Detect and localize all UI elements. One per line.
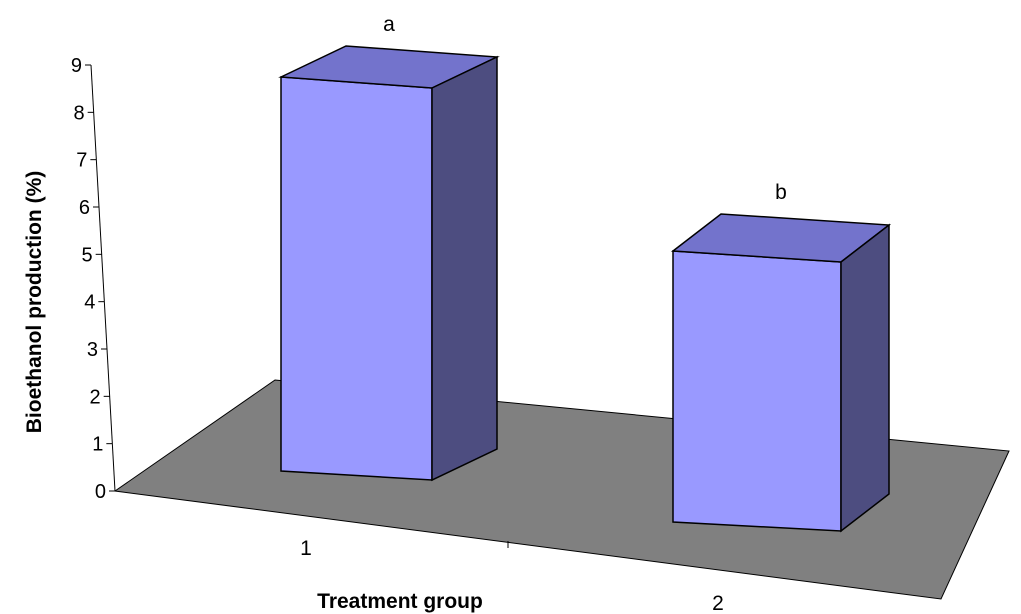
y-axis-title: Bioethanol production (%) xyxy=(23,171,46,433)
bar-annotation-label: a xyxy=(383,13,395,36)
bar-1: a1 xyxy=(278,13,500,560)
y-tick-label: 8 xyxy=(74,102,85,124)
y-axis: 0 1 2 3 4 5 6 7 8 9 xyxy=(71,55,115,503)
y-tick-label: 3 xyxy=(87,339,98,361)
y-tick-label: 5 xyxy=(82,244,93,266)
y-tick-label: 7 xyxy=(76,150,87,172)
bar-front-face xyxy=(280,76,433,481)
bar-side-face xyxy=(840,223,890,533)
y-tick-label: 6 xyxy=(79,197,90,219)
y-tick-label: 4 xyxy=(84,292,95,314)
bar-annotation-label: b xyxy=(775,181,787,204)
x-category-label: 1 xyxy=(300,537,312,560)
y-tick-label: 0 xyxy=(95,481,106,503)
bar-side-face xyxy=(431,55,498,482)
x-axis-title: Treatment group xyxy=(317,590,483,613)
y-tick-label: 2 xyxy=(90,386,101,408)
bar-front-face xyxy=(672,250,842,532)
y-tick-label: 9 xyxy=(71,55,82,77)
bar-2: b2 xyxy=(670,181,892,614)
x-category-label: 2 xyxy=(712,592,724,614)
y-axis-line xyxy=(90,64,116,492)
y-tick-label: 1 xyxy=(92,434,103,456)
